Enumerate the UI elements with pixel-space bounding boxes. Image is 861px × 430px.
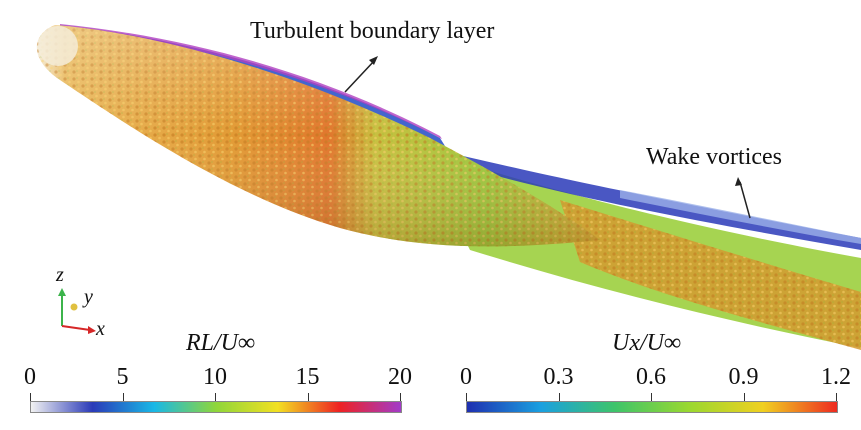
colorbar-left-tick-label: 20 [388,364,412,390]
hull-body [36,25,600,247]
wake-vortices-label: Wake vortices [646,144,783,170]
axis-x-label: x [96,318,105,340]
axis-y-label: y [84,286,93,308]
colorbar-right-tick-label: 1.2 [821,364,851,390]
colorbar-right-tick-mark [466,393,467,401]
colorbar-left-tick-mark [122,393,124,401]
boundary-layer-arrow [344,56,378,93]
colorbar-right-tick-mark [558,393,560,401]
colorbar-right-tick-label: 0 [460,364,472,390]
colorbar-right-tick-label: 0.3 [543,364,574,390]
colorbar-left-tick-mark [30,393,31,401]
axis-z-label: z [56,264,64,286]
colorbar-right-tick-mark [836,393,837,401]
colorbar-right-tick-label: 0.6 [636,364,666,390]
axes-triad [58,288,96,334]
colorbar-left [30,401,402,413]
colorbar-left-tick-label: 10 [203,364,227,390]
colorbar-left-tick-mark [400,393,401,401]
colorbar-left-tick-mark [215,393,216,401]
colorbar-right-tick-mark [743,393,745,401]
colorbar-left-tick-mark [307,393,309,401]
colorbar-left-tick-label: 0 [24,364,36,390]
turbulent-boundary-layer-label: Turbulent boundary layer [250,18,495,44]
colorbar-right-tick-mark [651,393,652,401]
colorbar-left-title: RL/U∞ [186,330,256,356]
colorbar-left-tick-label: 5 [116,364,129,390]
colorbar-right-tick-label: 0.9 [728,364,759,390]
colorbar-right-title: Ux/U∞ [612,330,682,356]
colorbar-right [466,401,838,413]
colorbar-left-tick-label: 15 [295,364,320,390]
wake-arrow [735,177,751,219]
